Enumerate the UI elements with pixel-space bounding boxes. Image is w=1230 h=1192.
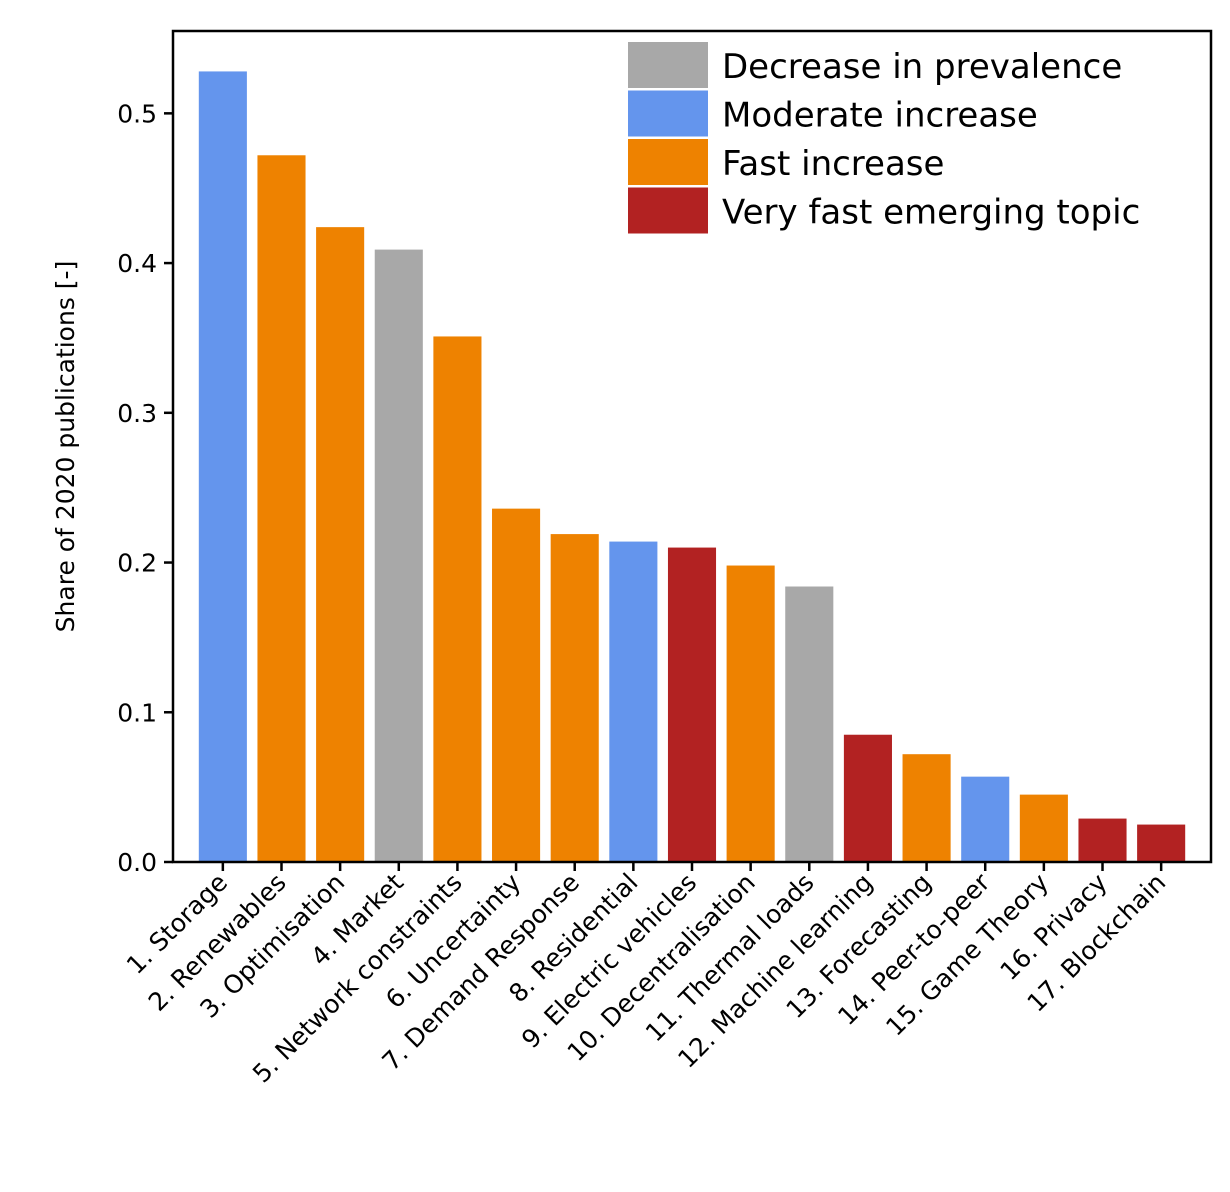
y-tick-label: 0.0 <box>117 848 157 877</box>
bar-6 <box>492 508 541 862</box>
y-tick-label: 0.2 <box>117 549 157 578</box>
bar-11 <box>785 586 834 862</box>
legend-label-fast: Fast increase <box>722 144 944 184</box>
bar-3 <box>316 227 365 863</box>
legend-label-moderate: Moderate increase <box>722 96 1038 136</box>
legend-swatch-fast <box>628 139 708 185</box>
bars-layer <box>198 71 1186 863</box>
bar-7 <box>550 534 599 862</box>
y-tick-label: 0.1 <box>117 698 157 727</box>
legend-label-decrease: Decrease in prevalence <box>722 47 1122 87</box>
bar-17 <box>1137 824 1186 862</box>
bar-15 <box>1019 794 1068 862</box>
bar-10 <box>726 565 775 862</box>
bar-8 <box>609 541 658 862</box>
bar-16 <box>1078 818 1127 862</box>
bar-4 <box>374 249 423 862</box>
legend-swatch-decrease <box>628 42 708 88</box>
legend-swatch-very_fast <box>628 187 708 234</box>
y-axis: 0.0 0.1 0.2 0.3 0.4 0.5 <box>117 99 173 877</box>
y-tick-label: 0.5 <box>117 99 157 128</box>
bar-5 <box>433 336 482 863</box>
y-tick-label: 0.4 <box>117 249 157 278</box>
legend-swatch-moderate <box>628 90 708 137</box>
bar-1 <box>198 71 247 863</box>
bar-12 <box>843 734 892 862</box>
legend: Decrease in prevalence Moderate increase F… <box>628 42 1140 234</box>
y-axis-label: Share of 2020 publications [-] <box>51 261 80 633</box>
bar-2 <box>257 155 306 862</box>
bar-13 <box>902 754 951 862</box>
legend-label-very_fast: Very fast emerging topic <box>722 193 1140 233</box>
bar-14 <box>961 776 1010 862</box>
plot-frame <box>171 29 1213 864</box>
bar-9 <box>667 547 717 862</box>
y-tick-label: 0.3 <box>117 399 157 428</box>
